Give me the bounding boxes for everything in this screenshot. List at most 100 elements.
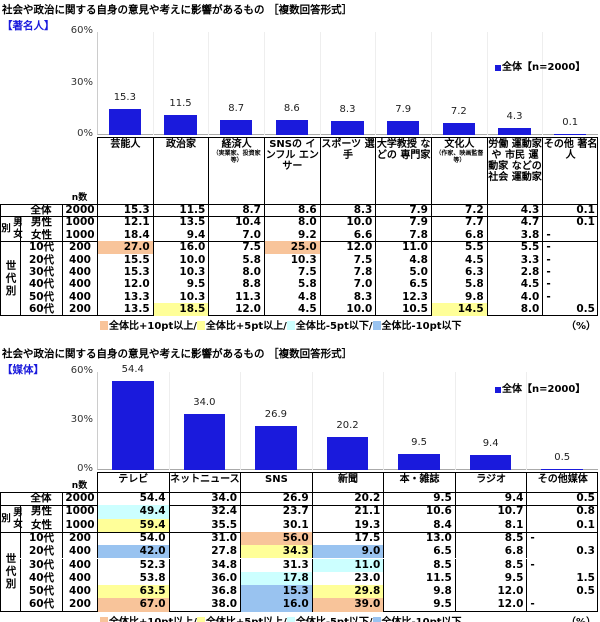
- table-cell: 27.8: [168, 545, 241, 559]
- legend-label: 全体【n=2000】: [502, 62, 586, 73]
- bar-value-label: 8.6: [283, 103, 300, 115]
- table-cell: -: [526, 558, 598, 572]
- table-cell: -: [526, 598, 598, 612]
- table-cell: 12.3: [375, 290, 431, 304]
- table-cell: 7.2: [431, 204, 487, 217]
- table-cell: 8.0: [264, 216, 320, 229]
- table-cell: 13.5: [97, 303, 153, 316]
- highlight-legend-label: 全体比+10pt以上/: [109, 617, 197, 622]
- bar-value-label: 7.9: [395, 104, 412, 116]
- table-cell: 23.0: [311, 571, 384, 586]
- table-cell: 12.0: [319, 241, 376, 254]
- bar: [164, 115, 197, 135]
- table-cell: -: [542, 228, 598, 242]
- table-cell: 17.5: [311, 531, 384, 546]
- table-cell: 6.5: [383, 545, 455, 559]
- row-n: 2000: [62, 492, 97, 506]
- bar: [554, 134, 587, 135]
- chart-subtitle: 【媒体】: [2, 364, 44, 376]
- highlight-swatch: [100, 616, 108, 622]
- y-tick-label: 30%: [70, 76, 93, 88]
- row-label: 10代: [20, 531, 62, 546]
- table-cell: 9.4: [152, 228, 209, 242]
- table-cell: 3.3: [486, 253, 543, 266]
- table-cell: 29.8: [311, 585, 384, 599]
- table-cell: 11.3: [208, 290, 264, 304]
- bar-value-label: 0.5: [554, 452, 571, 463]
- row-label: 全体: [30, 204, 52, 216]
- chart-subtitle: 【著名人】: [2, 20, 55, 32]
- group-label: 世代別: [4, 259, 17, 298]
- table-cell: 7.0: [208, 228, 264, 242]
- row-n: 200: [62, 598, 97, 612]
- table-cell: 19.3: [311, 518, 384, 532]
- column-gridline: [486, 32, 488, 135]
- category-label: その他 著名人: [543, 139, 598, 161]
- highlight-swatch: [286, 616, 295, 622]
- table-cell: 8.3: [319, 204, 376, 217]
- group-divider: [0, 505, 598, 507]
- row-label: 60代: [20, 598, 62, 612]
- table-cell: 9.5: [454, 571, 527, 586]
- highlight-swatch: [372, 616, 381, 622]
- highlight-legend-label: 全体比+10pt以上/: [109, 320, 197, 332]
- bar-value-label: 20.2: [336, 420, 359, 431]
- column-gridline: [264, 32, 265, 135]
- bar-value-label: 8.3: [339, 103, 356, 115]
- table-cell: 56.0: [240, 531, 312, 546]
- row-label: 女性: [20, 228, 62, 242]
- chart-title: 社会や政治に関する自身の意見や考えに影響があるもの ［複数回答形式］: [2, 348, 353, 360]
- table-cell: 8.3: [319, 290, 376, 304]
- table-cell: 8.0: [486, 303, 543, 316]
- row-label: 60代: [20, 303, 62, 316]
- bar-value-label: 4.3: [506, 110, 523, 122]
- category-header: SNS: [240, 472, 312, 492]
- table-cell: 10.3: [264, 253, 320, 266]
- table-cell: 34.3: [240, 545, 312, 559]
- table-cell: 9.8: [431, 290, 487, 304]
- category-label: 芸能人: [110, 139, 141, 150]
- table-cell: 6.5: [375, 278, 431, 291]
- table-cell: 4.8: [375, 253, 431, 266]
- table-cell: 0.8: [526, 505, 598, 519]
- group-label: 世代別: [4, 553, 17, 591]
- table-cell: 0.1: [542, 216, 598, 229]
- highlight-legend: 全体比+10pt以上/全体比+5pt以上/全体比-5pt以下/全体比-10pt以…: [100, 317, 462, 332]
- bar-value-label: 26.9: [264, 409, 288, 421]
- bar-value-label: 7.2: [450, 105, 467, 117]
- bar-value-label: 54.4: [121, 364, 144, 376]
- row-label: 10代: [20, 241, 62, 254]
- category-label: 政治家: [165, 139, 196, 150]
- row-n: 400: [62, 545, 97, 559]
- highlight-swatch: [286, 320, 295, 330]
- category-label: その他媒体: [537, 474, 588, 485]
- table-cell: 8.7: [208, 204, 264, 217]
- row-n: 1000: [62, 216, 97, 229]
- row-n: 400: [62, 571, 97, 586]
- table-cell: 10.4: [208, 216, 264, 229]
- table-cell: 15.5: [97, 253, 153, 266]
- column-gridline: [240, 372, 242, 470]
- column-gridline: [152, 32, 154, 135]
- table-cell: 8.5: [383, 558, 455, 572]
- row-label: 50代: [20, 290, 62, 304]
- row-n: 400: [62, 278, 97, 291]
- category-header: 文化人 （作家、映画監督等）: [431, 137, 487, 204]
- highlight-swatch: [372, 320, 381, 330]
- table-cell: 13.5: [152, 216, 209, 229]
- y-tick-label: 30%: [70, 414, 93, 425]
- table-cell: 13.0: [383, 531, 455, 546]
- row-n: 1000: [62, 228, 97, 242]
- highlight-legend-label: 全体比-10pt以下: [382, 617, 462, 622]
- bar: [255, 426, 297, 470]
- table-cell: 10.6: [383, 505, 455, 519]
- category-label: 労働 運動家や 市民 運動家 などの社会 運動家: [488, 139, 542, 183]
- table-cell: 54.4: [97, 492, 169, 506]
- legend-swatch: [495, 387, 501, 393]
- table-cell: 5.5: [431, 241, 487, 254]
- group-label: 男女別: [0, 507, 22, 531]
- table-cell: 6.6: [319, 228, 376, 242]
- bar: [498, 127, 531, 135]
- row-n: 400: [62, 266, 97, 279]
